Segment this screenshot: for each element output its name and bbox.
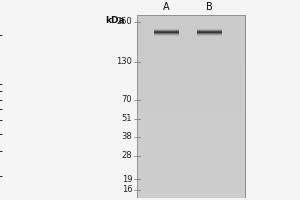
Bar bbox=[137, 170, 245, 174]
Text: 70: 70 bbox=[122, 95, 132, 104]
Bar bbox=[196, 29, 222, 30]
Bar bbox=[137, 36, 245, 39]
Bar bbox=[137, 167, 245, 170]
Text: 16: 16 bbox=[122, 185, 132, 194]
Text: 28: 28 bbox=[122, 151, 132, 160]
Bar bbox=[137, 192, 245, 195]
Bar bbox=[154, 29, 179, 30]
Bar bbox=[137, 109, 245, 112]
Bar bbox=[137, 155, 245, 158]
Bar bbox=[137, 18, 245, 21]
Bar bbox=[137, 64, 245, 67]
Bar bbox=[137, 143, 245, 146]
Bar bbox=[137, 116, 245, 119]
Bar bbox=[137, 128, 245, 131]
Bar bbox=[137, 94, 245, 97]
Bar bbox=[196, 33, 222, 34]
Bar bbox=[137, 103, 245, 106]
Bar bbox=[137, 15, 245, 18]
Text: kDa: kDa bbox=[105, 16, 125, 25]
Bar bbox=[154, 33, 179, 34]
Text: 130: 130 bbox=[116, 57, 132, 66]
Bar bbox=[196, 30, 222, 31]
Bar bbox=[137, 27, 245, 30]
Bar bbox=[196, 31, 222, 32]
Bar bbox=[137, 149, 245, 152]
Bar bbox=[137, 186, 245, 189]
Bar bbox=[137, 164, 245, 167]
Bar bbox=[137, 137, 245, 140]
Text: 51: 51 bbox=[122, 114, 132, 123]
Bar bbox=[137, 91, 245, 94]
Bar bbox=[137, 174, 245, 177]
Bar bbox=[137, 134, 245, 137]
Text: 250: 250 bbox=[116, 17, 132, 26]
Text: A: A bbox=[163, 2, 169, 12]
Bar bbox=[137, 131, 245, 134]
Bar bbox=[137, 30, 245, 33]
Bar bbox=[196, 35, 222, 36]
Bar bbox=[137, 76, 245, 79]
Bar bbox=[137, 195, 245, 198]
Bar bbox=[137, 161, 245, 164]
Bar bbox=[154, 35, 179, 36]
Bar bbox=[137, 183, 245, 186]
Bar bbox=[137, 70, 245, 73]
Bar bbox=[137, 177, 245, 180]
Text: 38: 38 bbox=[122, 132, 132, 141]
Bar bbox=[137, 152, 245, 155]
Text: 19: 19 bbox=[122, 175, 132, 184]
Bar bbox=[137, 39, 245, 42]
Bar bbox=[154, 34, 179, 35]
Bar bbox=[137, 73, 245, 76]
Bar bbox=[137, 55, 245, 58]
Bar bbox=[137, 125, 245, 128]
Bar bbox=[137, 42, 245, 45]
Bar bbox=[137, 33, 245, 36]
Bar bbox=[137, 51, 245, 55]
Bar bbox=[137, 88, 245, 91]
Bar bbox=[137, 21, 245, 24]
Bar bbox=[196, 32, 222, 33]
Bar bbox=[137, 189, 245, 192]
Bar bbox=[137, 48, 245, 51]
Bar bbox=[137, 112, 245, 116]
Bar bbox=[154, 30, 179, 31]
Bar bbox=[137, 15, 245, 198]
Bar bbox=[137, 122, 245, 125]
Text: B: B bbox=[206, 2, 212, 12]
Bar bbox=[137, 100, 245, 103]
Bar bbox=[137, 15, 245, 198]
Bar bbox=[137, 158, 245, 161]
Bar bbox=[196, 34, 222, 35]
Bar bbox=[137, 106, 245, 109]
Bar bbox=[137, 85, 245, 88]
Bar bbox=[137, 24, 245, 27]
Bar bbox=[137, 119, 245, 122]
Bar bbox=[154, 32, 179, 33]
Bar bbox=[137, 58, 245, 61]
Bar bbox=[137, 140, 245, 143]
Bar bbox=[137, 79, 245, 82]
Bar bbox=[137, 67, 245, 70]
Bar bbox=[137, 97, 245, 100]
Bar bbox=[137, 61, 245, 64]
Bar bbox=[137, 180, 245, 183]
Bar bbox=[137, 82, 245, 85]
Bar bbox=[154, 31, 179, 32]
Bar bbox=[137, 146, 245, 149]
Bar bbox=[137, 45, 245, 48]
